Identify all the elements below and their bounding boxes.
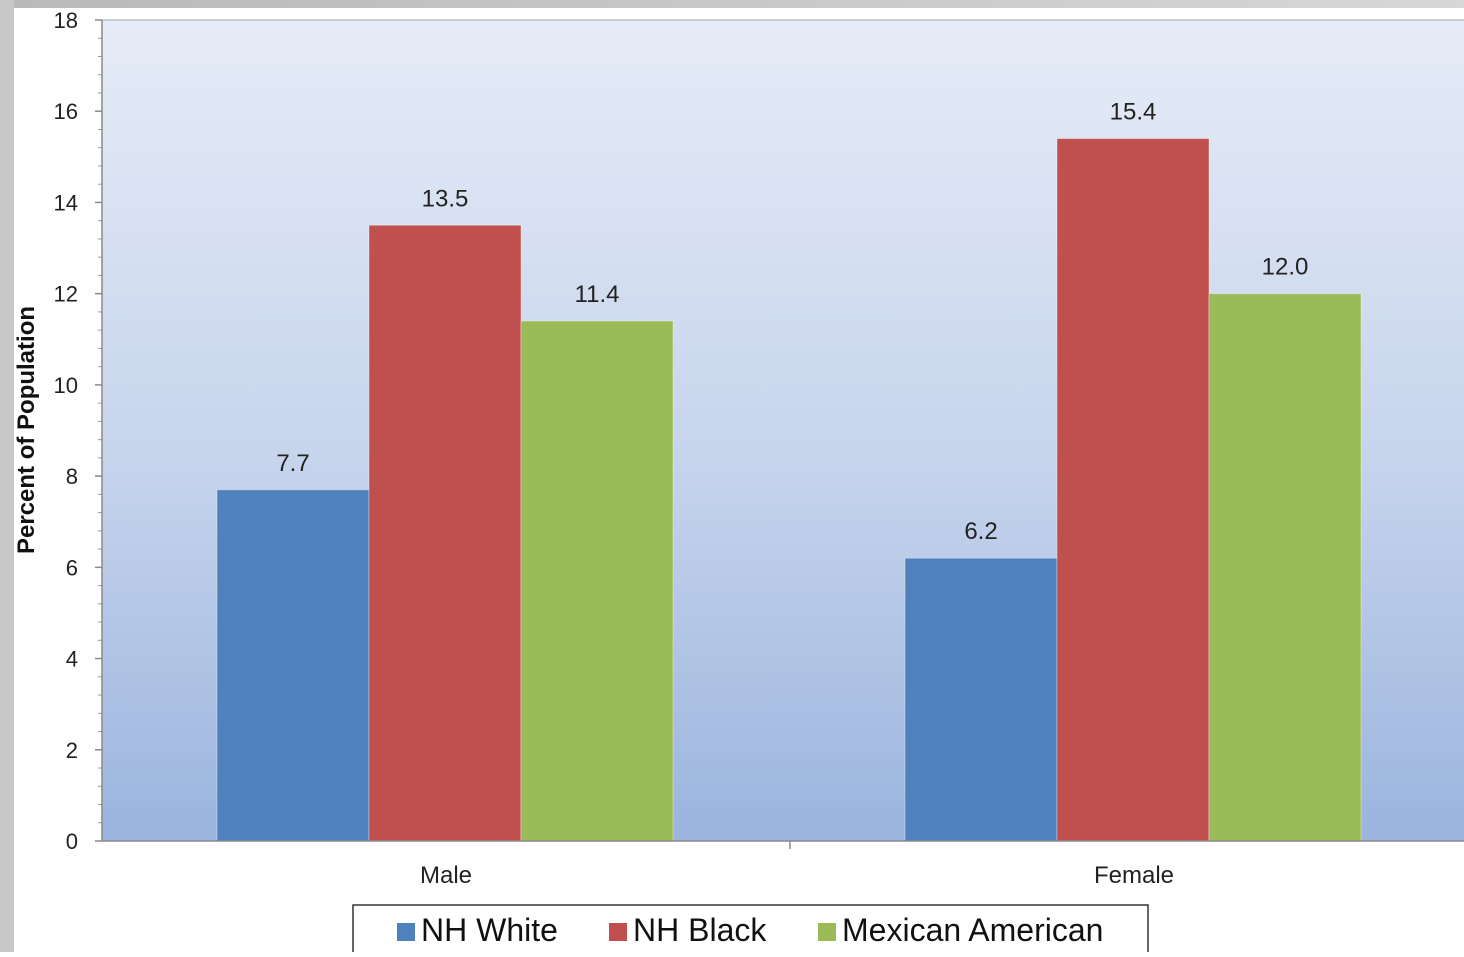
y-tick-label-4: 4 bbox=[66, 647, 78, 672]
bar-female-mexican-american bbox=[1208, 293, 1362, 842]
y-tick-label-16: 16 bbox=[54, 99, 78, 124]
x-tick-label-male: Male bbox=[420, 862, 472, 889]
y-tick-label-10: 10 bbox=[54, 373, 78, 398]
legend-label-mexican-american: Mexican American bbox=[842, 912, 1103, 948]
y-tick-label-6: 6 bbox=[66, 555, 78, 580]
data-label: 13.5 bbox=[422, 185, 469, 212]
y-tick-label-8: 8 bbox=[66, 464, 78, 489]
legend-swatch-nh-black bbox=[609, 923, 627, 941]
top-frame-strip bbox=[14, 0, 1464, 8]
bar-male-nh-black bbox=[368, 224, 522, 842]
legend-label-nh-white: NH White bbox=[421, 912, 558, 948]
legend-box bbox=[352, 904, 1149, 957]
legend-swatch-mexican-american bbox=[818, 923, 836, 941]
left-frame-strip bbox=[0, 0, 14, 952]
y-tick-label-18: 18 bbox=[54, 8, 78, 33]
legend-swatch-nh-white bbox=[397, 923, 415, 941]
bar-female-nh-white bbox=[904, 557, 1058, 842]
legend-label-nh-black: NH Black bbox=[633, 912, 767, 948]
bar-male-mexican-american bbox=[520, 320, 674, 842]
y-axis-title: Percent of Population bbox=[13, 306, 40, 554]
x-tick-label-female: Female bbox=[1094, 862, 1174, 889]
y-tick-label-14: 14 bbox=[54, 190, 78, 215]
y-tick-label-0: 0 bbox=[66, 829, 78, 854]
bar-female-nh-black bbox=[1056, 138, 1210, 842]
data-label: 12.0 bbox=[1262, 254, 1309, 281]
data-label: 7.7 bbox=[276, 450, 309, 477]
data-label: 15.4 bbox=[1110, 99, 1157, 126]
data-label: 11.4 bbox=[575, 281, 620, 308]
y-tick-label-12: 12 bbox=[54, 282, 78, 307]
data-label: 6.2 bbox=[964, 518, 997, 545]
y-tick-label-2: 2 bbox=[66, 738, 78, 763]
bar-male-nh-white bbox=[216, 489, 370, 842]
